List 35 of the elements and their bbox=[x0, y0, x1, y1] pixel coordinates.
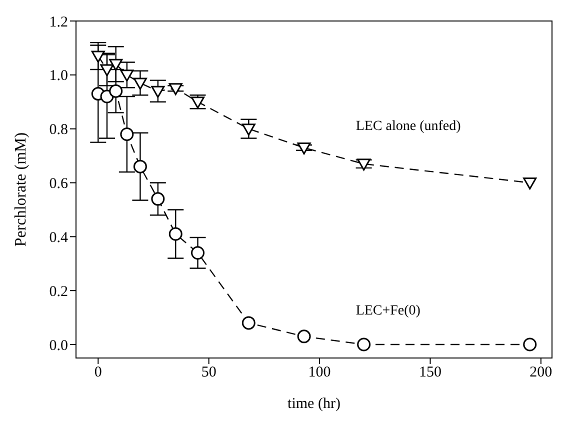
y-tick-label: 0.2 bbox=[49, 284, 68, 300]
x-tick-label: 100 bbox=[308, 364, 331, 381]
point bbox=[168, 227, 182, 241]
point bbox=[168, 83, 182, 96]
y-tick-label: 0.8 bbox=[49, 122, 68, 138]
point bbox=[151, 86, 165, 98]
point bbox=[523, 338, 537, 352]
point bbox=[109, 84, 123, 98]
point bbox=[297, 330, 311, 344]
point bbox=[297, 142, 311, 154]
x-tick-label: 50 bbox=[201, 364, 216, 381]
series-label: LEC+Fe(0) bbox=[356, 304, 421, 319]
point bbox=[100, 64, 114, 76]
point bbox=[523, 178, 537, 190]
x-tick-label: 150 bbox=[418, 364, 442, 381]
x-tick-label: 0 bbox=[94, 364, 102, 381]
x-tick-label: 200 bbox=[530, 364, 552, 381]
point bbox=[120, 70, 134, 82]
point bbox=[151, 192, 165, 206]
point bbox=[133, 78, 147, 90]
point bbox=[133, 160, 147, 174]
y-tick-label: 1.0 bbox=[49, 68, 68, 84]
y-tick-label: 1.2 bbox=[49, 14, 68, 30]
y-tick-label: 0.0 bbox=[49, 338, 68, 354]
point bbox=[357, 338, 371, 352]
series-label: LEC alone (unfed) bbox=[356, 118, 462, 134]
y-tick-label: 0.4 bbox=[49, 230, 68, 246]
point bbox=[91, 50, 105, 63]
y-axis-title: Perchlorate (mM) bbox=[12, 132, 30, 247]
y-tick-label: 0.6 bbox=[49, 176, 68, 192]
point bbox=[120, 127, 134, 141]
point bbox=[242, 124, 256, 136]
point bbox=[242, 316, 256, 330]
x-axis-title: time (hr) bbox=[288, 396, 340, 412]
point bbox=[191, 246, 205, 260]
